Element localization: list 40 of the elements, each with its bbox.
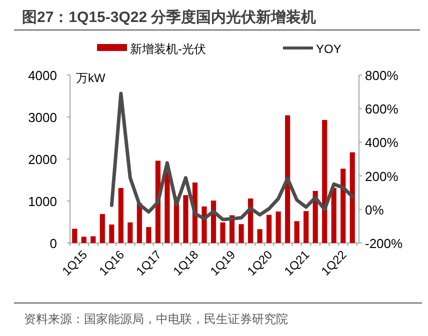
bar [90, 236, 96, 243]
line-series [110, 92, 354, 222]
bar [72, 228, 78, 243]
y-tick-label: 0 [50, 236, 57, 251]
bar [81, 236, 86, 243]
bar [266, 214, 272, 243]
bar [340, 168, 346, 243]
bar [257, 229, 262, 243]
y2-tick-label: 800% [365, 68, 399, 83]
y2-tick-label: 400% [365, 135, 399, 150]
bar [183, 195, 188, 243]
y2-tick-label: 200% [365, 168, 399, 184]
bar [350, 152, 355, 243]
chart-title: 图27：1Q15-3Q22 分季度国内光伏新增装机 [22, 8, 316, 26]
y-tick-label: 2000 [28, 152, 57, 167]
y-tick-label: 4000 [28, 68, 57, 83]
bar [118, 188, 124, 243]
bar [285, 115, 290, 243]
bar [128, 222, 133, 243]
legend-label: 新增装机-光伏 [130, 42, 206, 56]
bar [220, 222, 226, 243]
bar [331, 188, 336, 243]
y-axis-title: 万kW [76, 71, 106, 85]
bar [294, 221, 300, 243]
bar [238, 224, 244, 243]
bar [304, 211, 309, 243]
bar [100, 214, 105, 243]
y2-tick-label: -200% [365, 236, 404, 251]
bar [146, 227, 152, 243]
y-tick-label: 3000 [28, 110, 57, 125]
bar [136, 203, 142, 243]
bar [164, 172, 170, 243]
y2-tick-label: 600% [365, 102, 399, 117]
bar [276, 212, 281, 243]
text: 资料来源：国家能源局，中电联，民生证券研究院 [24, 312, 288, 326]
bar [322, 120, 328, 243]
y2-tick-label: 0% [365, 202, 384, 218]
legend-label: YOY [316, 42, 342, 56]
bar [109, 224, 114, 243]
y-tick-label: 1000 [28, 194, 57, 209]
